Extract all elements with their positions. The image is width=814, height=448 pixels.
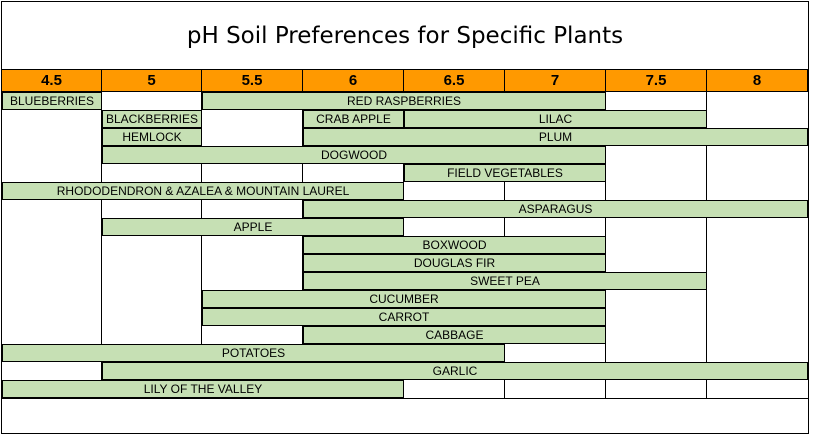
plant-bar-potatoes: POTATOES [2,344,505,362]
plant-bar-blueberries: BLUEBERRIES [2,92,102,110]
plant-bar-hemlock: HEMLOCK [102,128,202,146]
plant-bar-red-raspberries: RED RASPBERRIES [202,92,606,110]
column-header-5: 5 [102,70,202,92]
chart-title: pH Soil Preferences for Specific Plants [2,2,808,70]
grid-vertical-line [101,92,102,398]
plant-bar-sweet-pea: SWEET PEA [303,272,707,290]
chart-frame: pH Soil Preferences for Specific Plants … [1,1,809,434]
plant-bar-blackberries: BLACKBERRIES [102,110,202,128]
plant-bar-boxwood: BOXWOOD [303,236,606,254]
grid-vertical-line [706,92,707,398]
plant-bar-field-vegetables: FIELD VEGETABLES [404,164,606,182]
grid-bottom-line [2,398,808,399]
plant-bar-dogwood: DOGWOOD [102,146,606,164]
grid-vertical-line [201,92,202,398]
grid-vertical-line [302,92,303,398]
column-header-6-5: 6.5 [404,70,505,92]
plant-bar-douglas-fir: DOUGLAS FIR [303,254,606,272]
column-header-6: 6 [303,70,404,92]
plant-bar-crab-apple: CRAB APPLE [303,110,404,128]
plant-bar-carrot: CARROT [202,308,606,326]
plant-bar-cucumber: CUCUMBER [202,290,606,308]
plant-bar-cabbage: CABBAGE [303,326,606,344]
plant-bar-lilac: LILAC [404,110,707,128]
plant-bar-apple: APPLE [102,218,404,236]
plant-bar-lily-of-the-valley: LILY OF THE VALLEY [2,380,404,398]
plant-bar-asparagus: ASPARAGUS [303,200,808,218]
column-header-7: 7 [505,70,606,92]
column-header-7-5: 7.5 [606,70,707,92]
column-header-5-5: 5.5 [202,70,303,92]
plant-bar-garlic: GARLIC [102,362,808,380]
plant-bar-plum: PLUM [303,128,808,146]
plant-bar-rhododendron-azalea-mountain-laurel: RHODODENDRON & AZALEA & MOUNTAIN LAUREL [2,182,404,200]
column-header-8: 8 [707,70,808,92]
column-header-4-5: 4.5 [2,70,102,92]
